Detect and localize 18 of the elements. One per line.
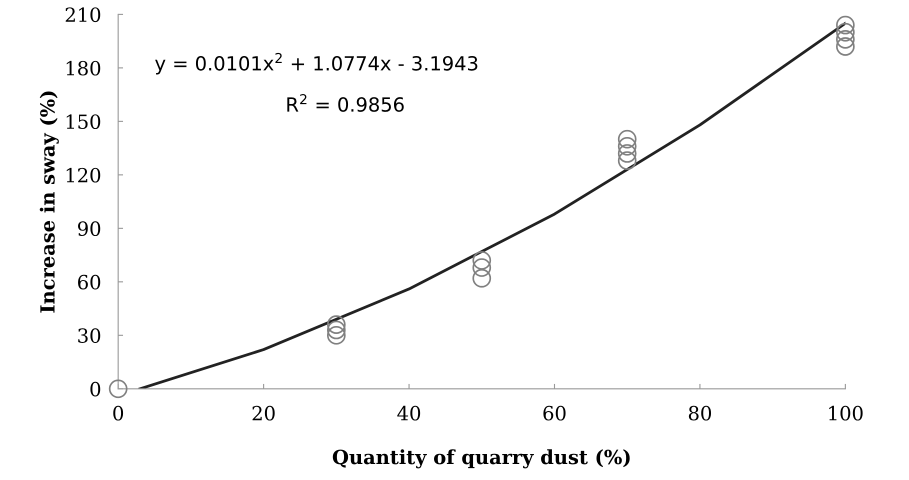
y-tick-label: 0: [90, 382, 100, 396]
y-tick-label: 60: [78, 274, 100, 290]
y-tick-label: 90: [78, 221, 100, 236]
x-tick-label: 40: [397, 406, 420, 421]
x-tick-label: 20: [252, 406, 275, 421]
x-tick-label: 60: [543, 406, 566, 421]
annotation: R$^{2}$ = 0.9856: [287, 94, 404, 112]
x-tick-label: 80: [688, 406, 712, 421]
y-tick-label: 120: [66, 168, 100, 183]
y-axis-title: Increase in sway (%): [40, 92, 59, 313]
annotation: y = 0.0101x$^{2}$ + 1.0774x - 3.1943: [155, 52, 478, 74]
x-tick-label: 0: [113, 406, 124, 421]
x-tick-label: 100: [829, 406, 863, 421]
y-tick-label: 180: [66, 60, 100, 76]
y-tick-label: 210: [66, 7, 100, 22]
y-tick-label: 150: [66, 114, 100, 130]
y-tick-label: 30: [78, 328, 100, 343]
x-axis-title: Quantity of quarry dust (%): [332, 449, 630, 468]
